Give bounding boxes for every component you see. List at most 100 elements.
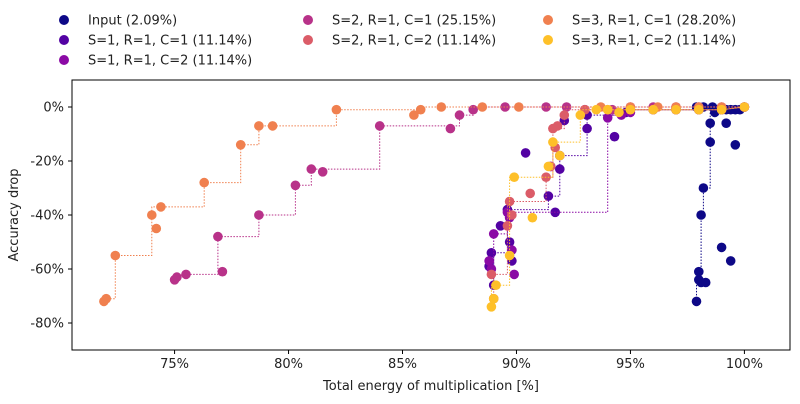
data-point xyxy=(609,131,620,142)
data-point xyxy=(454,110,465,120)
x-tick-label: 85% xyxy=(388,357,417,372)
data-point xyxy=(548,137,558,147)
data-point xyxy=(696,210,706,220)
data-point xyxy=(725,256,736,266)
data-point xyxy=(151,223,162,234)
legend-label: S=2, R=1, C=2 (11.14%) xyxy=(332,34,496,49)
data-point xyxy=(602,104,613,115)
series-1 xyxy=(484,102,750,291)
series-0 xyxy=(691,102,750,307)
legend-label: S=3, R=1, C=2 (11.14%) xyxy=(572,34,736,49)
data-point xyxy=(436,102,447,112)
data-point xyxy=(721,118,731,128)
data-point xyxy=(716,104,727,115)
y-tick-label: -20% xyxy=(30,155,64,170)
series-frontier-line xyxy=(174,106,745,280)
data-point xyxy=(409,110,419,120)
series-frontier-line xyxy=(493,106,745,269)
data-point xyxy=(525,188,535,199)
legend-marker xyxy=(59,55,69,65)
legend: Input (2.09%) S=1, R=1, C=1 (11.14%) S=1, … xyxy=(59,14,736,69)
data-point xyxy=(415,104,426,115)
data-point xyxy=(559,110,570,120)
y-tick-label: -80% xyxy=(30,317,64,332)
legend-label: S=1, R=1, C=1 (11.14%) xyxy=(88,34,252,49)
data-point xyxy=(484,256,494,266)
data-point xyxy=(543,161,554,172)
data-point xyxy=(555,164,565,174)
data-point xyxy=(543,191,554,201)
data-point xyxy=(671,104,681,115)
data-point xyxy=(691,296,702,307)
data-point xyxy=(509,269,519,280)
y-tick-label: -40% xyxy=(30,209,64,224)
series-6 xyxy=(486,102,750,312)
data-point xyxy=(582,123,592,134)
y-tick-label: -60% xyxy=(30,263,64,278)
data-point xyxy=(502,221,513,231)
legend-item: S=3, R=1, C=1 (28.20%) xyxy=(543,14,736,29)
y-tick-label: 0% xyxy=(43,101,64,116)
legend-label: Input (2.09%) xyxy=(88,14,177,29)
data-point xyxy=(147,210,157,220)
data-point xyxy=(504,237,515,247)
data-point xyxy=(739,102,750,112)
series-2 xyxy=(484,102,750,280)
data-point xyxy=(520,148,531,158)
series-frontier-line xyxy=(696,106,745,302)
x-tick-label: 75% xyxy=(160,357,189,372)
data-point xyxy=(694,104,704,115)
data-point xyxy=(486,302,497,312)
data-point xyxy=(591,104,602,115)
legend-marker xyxy=(303,35,313,45)
data-point xyxy=(486,269,497,280)
data-point xyxy=(705,137,715,147)
legend-item: S=3, R=1, C=2 (11.14%) xyxy=(543,34,736,49)
data-point xyxy=(555,150,565,161)
data-point xyxy=(504,250,515,261)
data-point xyxy=(374,121,385,131)
legend-marker xyxy=(303,15,313,25)
data-point xyxy=(509,172,519,182)
data-point xyxy=(290,180,301,191)
data-point xyxy=(254,210,264,220)
data-point xyxy=(716,242,727,253)
x-tick-label: 90% xyxy=(502,357,531,372)
data-point xyxy=(306,164,317,174)
data-point xyxy=(110,250,121,261)
series-4 xyxy=(486,102,750,304)
series-5 xyxy=(99,102,750,307)
data-point xyxy=(495,221,506,231)
data-point xyxy=(602,113,613,123)
data-point xyxy=(625,104,636,115)
legend-marker xyxy=(59,15,69,25)
data-point xyxy=(267,121,278,131)
legend-item: S=1, R=1, C=1 (11.14%) xyxy=(59,34,252,49)
data-point xyxy=(445,123,456,134)
data-point xyxy=(488,293,499,304)
data-point xyxy=(486,248,497,258)
data-point xyxy=(698,183,709,193)
data-point xyxy=(575,110,586,120)
x-tick-label: 80% xyxy=(274,357,303,372)
data-point xyxy=(514,102,524,112)
data-point xyxy=(614,107,624,118)
data-point xyxy=(331,104,342,115)
x-tick-label: 100% xyxy=(726,357,763,372)
series-frontier-line xyxy=(103,106,745,302)
plot-frame xyxy=(71,79,791,351)
legend-item: S=2, R=1, C=1 (25.15%) xyxy=(303,14,496,29)
data-point xyxy=(172,272,182,282)
data-point xyxy=(477,102,488,112)
legend-item: S=2, R=1, C=2 (11.14%) xyxy=(303,34,496,49)
data-point xyxy=(101,293,111,304)
y-axis-label: Accuracy drop xyxy=(7,169,22,262)
data-point xyxy=(468,104,479,115)
data-point xyxy=(527,212,538,223)
data-point xyxy=(730,140,741,150)
legend-marker xyxy=(59,35,69,45)
legend-label: S=3, R=1, C=1 (28.20%) xyxy=(572,14,736,29)
legend-marker xyxy=(543,35,553,45)
